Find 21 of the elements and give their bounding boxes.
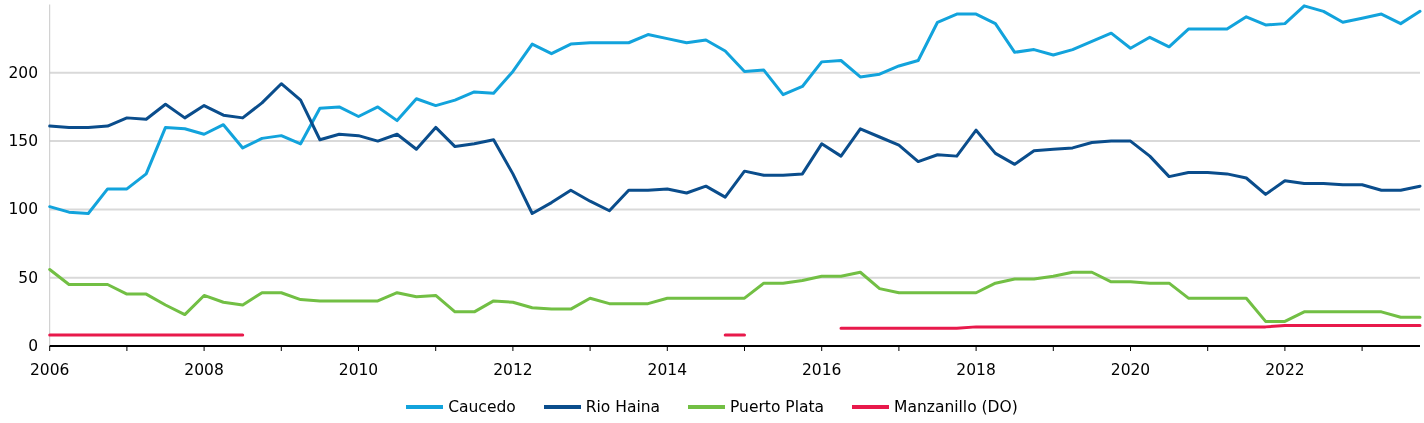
y-tick-label: 50	[18, 268, 38, 287]
x-tick-label: 2022	[1265, 361, 1305, 379]
x-tick-label: 2010	[338, 361, 379, 379]
x-tick-label: 2018	[956, 361, 996, 379]
y-tick-label: 100	[8, 200, 38, 219]
legend-label: Rio Haina	[585, 398, 661, 416]
x-tick-label: 2020	[1110, 361, 1151, 379]
x-tick-label: 2012	[493, 361, 533, 379]
x-tick-label: 2014	[647, 361, 688, 379]
x-tick-label: 2016	[801, 361, 842, 379]
legend-label: Manzanillo (DO)	[894, 398, 1018, 416]
y-tick-label: 150	[8, 132, 38, 151]
legend-label: Puerto Plata	[730, 398, 825, 416]
line-series	[48, 268, 1422, 323]
line-series	[48, 4, 1422, 215]
x-tick-label: 2008	[184, 361, 224, 379]
x-tick-label: 2006	[29, 361, 70, 379]
y-tick-label: 0	[28, 337, 38, 355]
legend-label: Caucedo	[448, 398, 516, 416]
line-series	[48, 82, 1422, 215]
y-tick-label: 200	[8, 63, 38, 82]
